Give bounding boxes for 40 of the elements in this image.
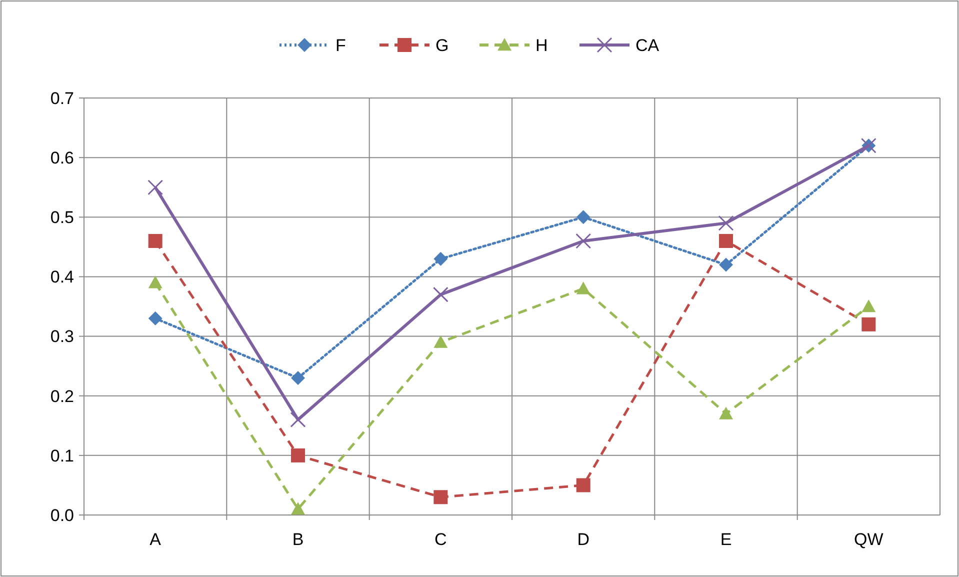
point [718, 215, 734, 231]
point [434, 335, 448, 348]
x-tick-label: A [150, 530, 162, 549]
y-tick-label: 0.6 [50, 148, 74, 168]
legend-label: F [336, 36, 346, 55]
x-tick-label: C [434, 530, 447, 549]
point [719, 406, 733, 420]
point [719, 258, 733, 272]
point [291, 448, 305, 462]
x-tick-label: QW [854, 530, 884, 549]
point [290, 412, 306, 428]
point [862, 317, 876, 332]
legend-label: CA [636, 36, 660, 55]
point [576, 478, 590, 492]
point [719, 234, 733, 248]
point [148, 276, 162, 288]
point [291, 502, 305, 515]
point [576, 233, 592, 249]
point [434, 252, 448, 266]
point [862, 300, 876, 312]
y-tick-label: 0.7 [50, 88, 74, 108]
y-tick-label: 0.0 [50, 506, 74, 525]
point [148, 311, 162, 326]
y-tick-label: 0.5 [50, 208, 74, 228]
x-tick-label: E [720, 530, 732, 549]
y-tick-label: 0.3 [50, 327, 74, 346]
x-tick-label: D [577, 530, 590, 549]
y-tick-label: 0.2 [50, 386, 74, 406]
point [434, 490, 448, 504]
point [148, 180, 164, 196]
point [291, 370, 305, 385]
point [576, 210, 590, 224]
legend-label: H [536, 36, 548, 55]
y-tick-label: 0.1 [50, 446, 74, 466]
x-tick-label: B [292, 530, 304, 549]
point [432, 286, 448, 302]
legend-label: G [436, 36, 449, 55]
point [148, 234, 162, 248]
y-tick-label: 0.4 [50, 268, 74, 287]
point [576, 282, 590, 294]
